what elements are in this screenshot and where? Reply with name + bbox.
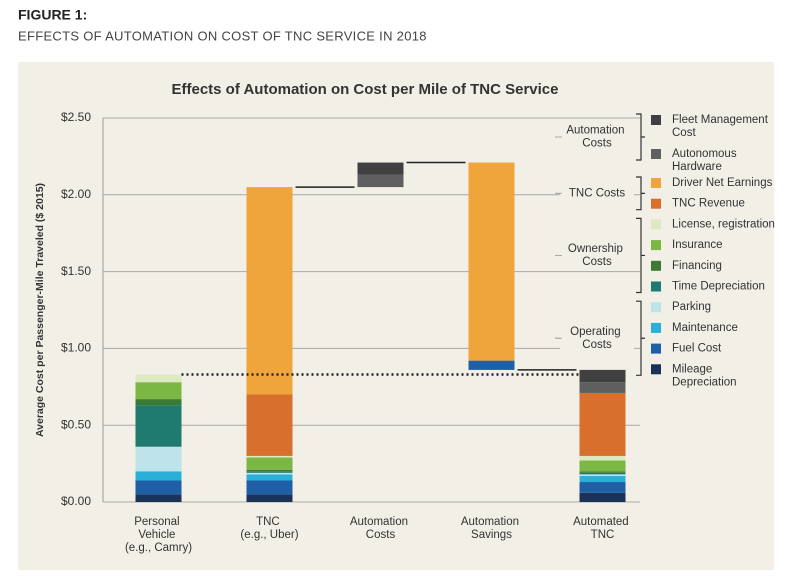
legend-group-bg — [560, 324, 634, 353]
x-tick-label: TNC (e.g., Uber) — [240, 516, 298, 541]
y-tick-label: $2.00 — [61, 187, 91, 201]
legend-bracket — [636, 176, 645, 211]
legend-group-bg — [560, 185, 634, 202]
legend-label: Time Depreciation — [672, 281, 765, 293]
legend-label: License, registration — [672, 218, 775, 230]
legend-swatch — [651, 178, 661, 188]
legend-swatch — [651, 364, 661, 375]
bar-segment — [246, 474, 293, 481]
y-tick-label: $0.00 — [61, 494, 91, 508]
bar-segment — [135, 405, 182, 447]
legend-label: Financing — [672, 260, 722, 272]
bar-segment — [579, 471, 626, 473]
x-tick-label: Automated TNC — [573, 516, 632, 541]
legend-swatch — [651, 219, 661, 230]
y-tick-label: $0.50 — [61, 417, 91, 431]
legend-swatch — [651, 281, 661, 292]
legend-swatch — [651, 343, 661, 354]
legend-label: Insurance — [672, 239, 723, 251]
legend-swatch — [651, 240, 661, 251]
y-tick-label: $2.50 — [61, 110, 91, 124]
bar-segment — [135, 480, 182, 495]
legend-group-label: Operating Costs — [570, 326, 624, 351]
legend-swatch — [651, 302, 661, 313]
bar-segment — [246, 394, 293, 456]
y-axis-label: Average Cost per Passenger-Mile Traveled… — [34, 183, 46, 437]
bar-segment — [246, 480, 293, 495]
x-tick-label: Automation Savings — [461, 516, 522, 541]
legend-label: Autonomous Hardware — [672, 148, 740, 173]
bar-segment — [135, 494, 182, 502]
legend-swatch — [651, 322, 661, 333]
bar-segment — [246, 471, 293, 473]
legend-bracket — [636, 217, 645, 294]
bar-segment — [357, 174, 404, 188]
x-tick-label: Automation Costs — [350, 516, 411, 541]
bar-segment — [468, 162, 515, 361]
legend-group-label: Automation Costs — [566, 125, 627, 150]
bar-segment — [135, 382, 182, 400]
legend-group-bg — [560, 123, 634, 151]
legend-label: Mileage Depreciation — [672, 363, 737, 388]
bar-segment — [579, 369, 626, 383]
y-tick-label: $1.50 — [61, 264, 91, 278]
figure-number: FIGURE 1: — [18, 7, 87, 23]
bar-segment — [357, 162, 404, 175]
bar-segment — [579, 474, 626, 476]
bar-segment — [246, 455, 293, 458]
bar-segment — [246, 472, 293, 475]
legend-label: Parking — [672, 301, 711, 313]
legend-swatch — [651, 198, 661, 209]
legend-label: Maintenance — [672, 322, 738, 334]
bar-segment — [579, 482, 626, 493]
bar-segment — [246, 469, 293, 472]
legend-label: Fleet Management Cost — [672, 114, 771, 139]
bar-segment — [579, 472, 626, 475]
x-tick-label: Personal Vehicle (e.g., Camry) — [125, 516, 192, 554]
bar-segment — [135, 374, 182, 383]
y-tick-label: $1.00 — [61, 341, 91, 355]
bar-segment — [579, 475, 626, 483]
bar-segment — [468, 360, 515, 370]
bar-segment — [135, 471, 182, 481]
bar-segment — [246, 187, 293, 395]
legend-swatch — [651, 260, 661, 271]
legend-group-label: Ownership Costs — [568, 243, 626, 268]
bar-segment — [135, 399, 182, 406]
legend-group-label: TNC Costs — [569, 187, 625, 199]
bar-segment — [246, 494, 293, 502]
bar-segment — [246, 457, 293, 470]
chart-panel — [18, 62, 774, 570]
figure-title: EFFECTS OF AUTOMATION ON COST OF TNC SER… — [18, 28, 427, 43]
bar-segment — [579, 455, 626, 461]
legend-label: TNC Revenue — [672, 198, 745, 210]
legend-swatch — [651, 115, 661, 125]
legend-swatch — [651, 149, 661, 159]
legend-label: Fuel Cost — [672, 343, 722, 355]
chart-title: Effects of Automation on Cost per Mile o… — [172, 81, 559, 98]
legend-bracket — [636, 113, 645, 161]
legend-bracket — [636, 300, 645, 376]
bar-segment — [579, 460, 626, 472]
legend-label: Driver Net Earnings — [672, 177, 773, 189]
bar-segment — [579, 492, 626, 502]
bar-segment — [135, 446, 182, 472]
bar-segment — [579, 392, 626, 456]
bar-segment — [579, 382, 626, 393]
legend-group-bg — [560, 241, 634, 270]
